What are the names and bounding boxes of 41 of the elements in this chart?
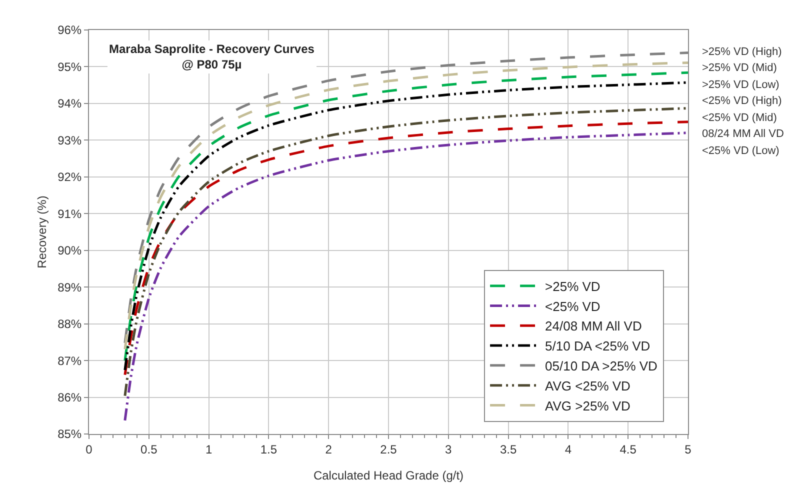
y-tick-label: 93% (58, 133, 82, 148)
y-tick-label: 88% (58, 317, 82, 332)
y-tick-label: 87% (58, 354, 82, 368)
x-tick-label: 4 (564, 442, 572, 456)
x-tick-label: 0.5 (140, 442, 158, 456)
x-tick-label: 0 (86, 442, 93, 456)
x-tick-label: 1 (205, 442, 212, 456)
y-tick-label: 89% (58, 280, 82, 294)
legend-label: <25% VD (545, 298, 600, 314)
text: 08/24 MM All VD (702, 128, 784, 140)
x-tick-label: 2.5 (380, 442, 398, 456)
x-tick-label: 3.5 (500, 442, 517, 456)
y-tick-label: 86% (58, 390, 82, 404)
text: <25% VD (High) (702, 95, 782, 107)
text: >25% VD (Mid) (702, 62, 777, 74)
legend-label: 5/10 DA <25% VD (545, 338, 650, 354)
legend-label: 24/08 MM All VD (545, 318, 642, 334)
x-tick-label: 3 (445, 442, 452, 456)
x-tick-label: 1.5 (260, 442, 278, 456)
text: <25% VD (Low) (702, 145, 780, 157)
y-tick-label: 95% (58, 60, 82, 74)
x-tick-label: 5 (684, 442, 692, 456)
y-tick-label: 85% (58, 427, 82, 442)
x-tick-label: 2 (325, 442, 332, 456)
legend-label: 05/10 DA >25% VD (545, 358, 658, 374)
text: >25% VD (High) (702, 46, 782, 58)
y-tick-label: 90% (58, 244, 82, 258)
text: <25% VD (Mid) (702, 112, 777, 124)
legend-label: AVG >25% VD (545, 398, 630, 414)
line-series (124, 132, 688, 422)
legend-label: AVG <25% VD (545, 378, 630, 394)
y-tick-label: 94% (58, 96, 82, 111)
y-axis-title: Recovery (%) (34, 196, 49, 268)
text: Maraba Saprolite - Recovery Curves @ P80 75µ (109, 42, 315, 72)
x-axis-title: Calculated Head Grade (g/t) (313, 468, 464, 482)
y-tick-label: 96% (58, 23, 82, 38)
legend-label: >25% VD (545, 278, 600, 294)
x-tick-label: 4.5 (620, 442, 637, 456)
y-tick-label: 92% (58, 170, 82, 184)
y-tick-label: 91% (58, 206, 82, 221)
text: >25% VD (Low) (702, 79, 780, 91)
